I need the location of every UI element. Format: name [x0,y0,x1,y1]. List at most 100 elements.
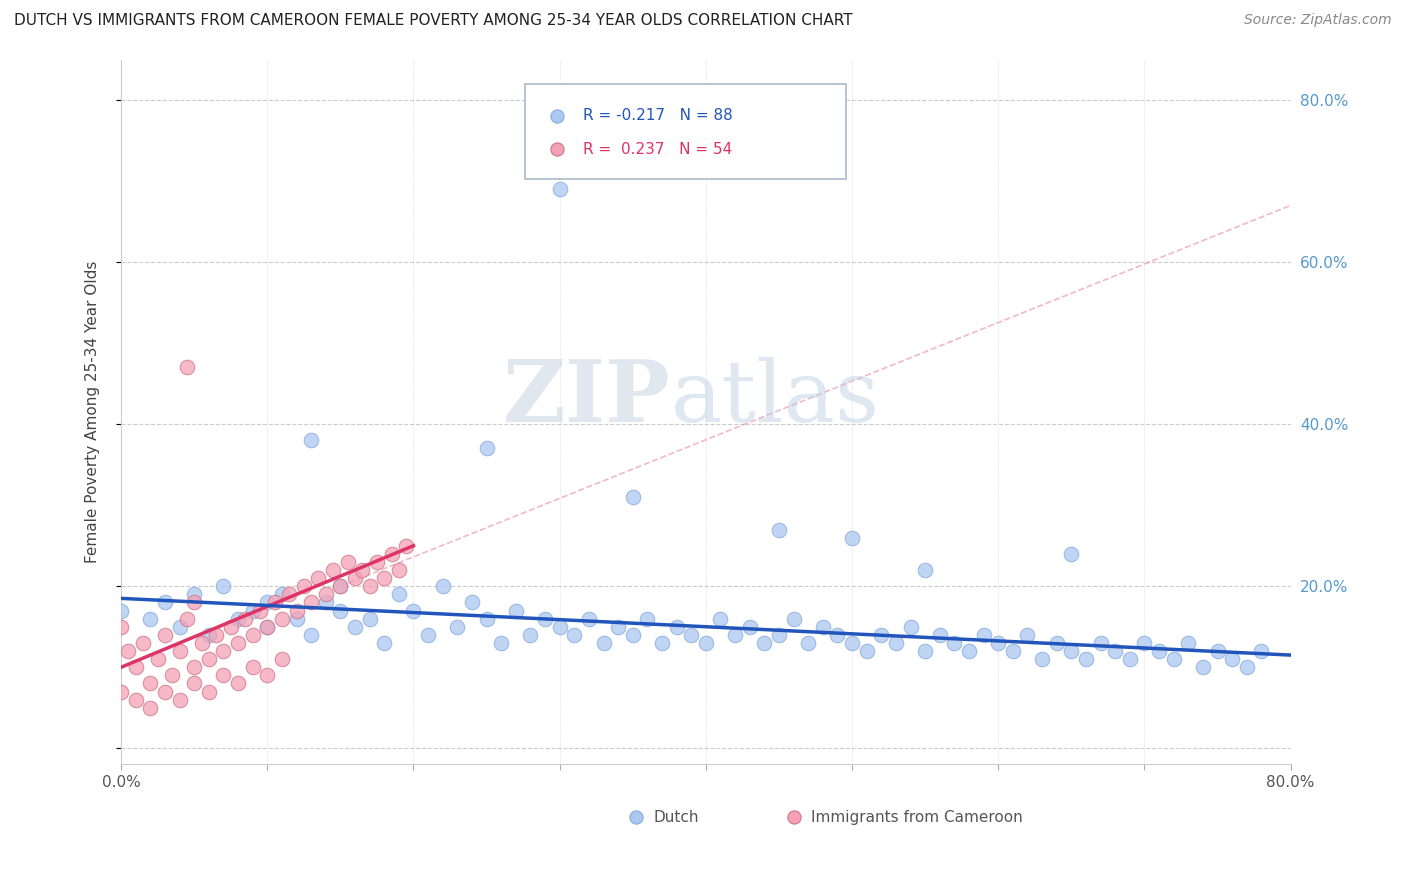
Point [950,802,973,816]
Point [928,628,950,642]
Point [519,628,541,642]
Point [329,579,352,593]
Point [738,620,761,634]
Point [1236,660,1258,674]
Point [1177,636,1199,650]
Point [271,652,294,666]
Point [285,612,308,626]
Point [1220,652,1243,666]
Point [176,612,198,626]
Point [183,660,205,674]
Point [562,628,585,642]
Point [655,0,678,10]
Point [212,644,235,658]
Point [432,579,454,593]
Point [352,563,374,577]
Point [212,579,235,593]
Point [153,684,176,698]
Point [315,587,337,601]
Text: Immigrants from Cameroon: Immigrants from Cameroon [811,810,1024,825]
Point [190,636,212,650]
Text: Dutch: Dutch [654,810,699,825]
Point [381,547,404,561]
Point [914,563,936,577]
Point [592,636,614,650]
Point [366,555,388,569]
Point [344,620,367,634]
Point [1090,636,1112,650]
Point [183,587,205,601]
Text: Source: ZipAtlas.com: Source: ZipAtlas.com [1244,13,1392,28]
Point [841,636,863,650]
Point [416,628,439,642]
Point [308,571,330,585]
Point [205,628,228,642]
Point [1192,660,1215,674]
Point [242,603,264,617]
Point [1147,644,1170,658]
Point [1133,636,1156,650]
Point [475,612,498,626]
Point [957,644,980,658]
Point [505,603,527,617]
Point [263,595,285,609]
Point [169,692,191,706]
Point [125,692,148,706]
Point [359,579,381,593]
Point [212,668,235,682]
Point [329,603,352,617]
Point [125,660,148,674]
Point [461,595,484,609]
Point [110,603,132,617]
Point [299,628,322,642]
Point [329,579,352,593]
Point [226,612,249,626]
Point [162,668,184,682]
Point [884,636,907,650]
Point [475,442,498,456]
Text: R =  0.237   N = 54: R = 0.237 N = 54 [583,142,733,157]
Point [198,684,221,698]
Text: R = -0.217   N = 88: R = -0.217 N = 88 [583,109,733,123]
FancyBboxPatch shape [524,84,846,179]
Point [621,490,644,504]
Point [235,612,257,626]
Point [169,644,191,658]
Point [1017,628,1039,642]
Point [811,620,834,634]
Point [271,587,294,601]
Point [943,636,966,650]
Point [973,628,995,642]
Point [768,523,790,537]
Point [1163,652,1185,666]
Point [548,182,571,196]
Point [1119,652,1142,666]
Point [198,628,221,642]
Point [336,555,359,569]
Point [242,660,264,674]
Point [1046,636,1069,650]
Point [782,612,804,626]
Text: atlas: atlas [671,356,880,440]
Point [226,676,249,690]
Point [183,676,205,690]
Text: ZIP: ZIP [503,356,671,440]
Point [1206,644,1229,658]
Point [870,628,893,642]
Point [183,595,205,609]
Point [607,620,630,634]
Point [271,612,294,626]
Point [489,636,512,650]
Point [446,620,468,634]
Point [827,628,849,642]
Point [1060,644,1083,658]
Point [373,571,395,585]
Point [315,595,337,609]
Point [153,595,176,609]
Point [198,652,221,666]
Point [900,620,922,634]
Point [388,563,411,577]
Point [621,628,644,642]
Point [169,620,191,634]
Point [110,684,132,698]
